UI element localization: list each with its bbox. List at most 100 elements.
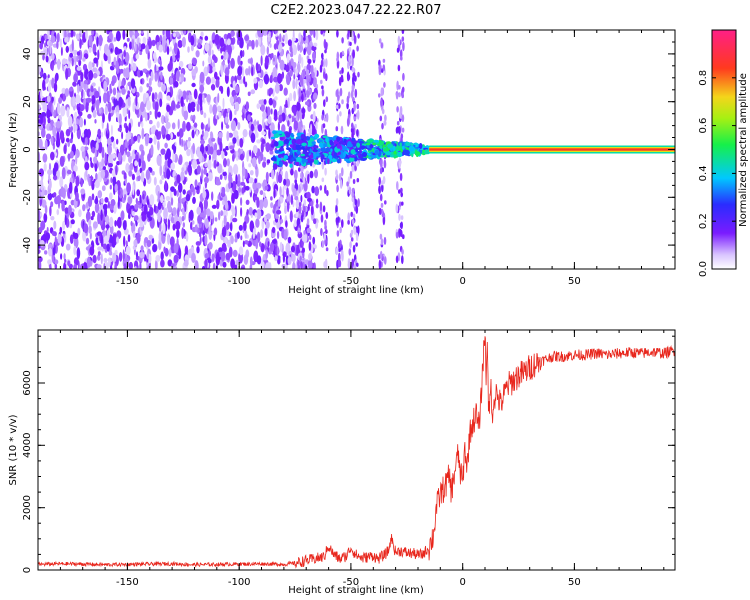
spectrogram-streak-blob [335,169,338,176]
spectrogram-noise-blob [66,169,72,175]
spectrogram-streak-blob [396,106,399,113]
spectrogram-noise-blob [154,92,158,100]
spectrogram-streak-blob [324,128,328,137]
spectrogram-noise-blob [88,219,92,226]
spectrogram-noise-blob [38,151,41,163]
spectrogram-noise-blob [257,30,263,38]
spectrogram-noise-blob [295,68,299,76]
spectrogram-noise-blob [273,188,276,199]
spectrogram-noise-blob [83,223,89,234]
spectrogram-noise-blob [111,168,117,177]
colorbar-tick-label: 0.4 [698,165,709,181]
spectrogram-noise-blob [253,77,258,84]
spectrogram-noise-blob [286,75,291,86]
spectrogram-noise-blob [178,94,181,100]
spectrogram-noise-blob [142,193,145,200]
spectrogram-noise-blob [109,192,113,200]
spectrogram-noise-blob [249,187,252,193]
spectrogram-noise-blob [226,86,230,98]
spectrogram-streak-blob [354,198,358,206]
spectrogram-noise-blob [184,200,187,212]
spectrogram-streak-blob [378,176,382,186]
spectrogram-noise-blob [298,53,302,65]
spectrogram-streak-blob [380,158,383,168]
spectrogram-noise-blob [306,75,309,87]
spectrogram-noise-blob [42,79,46,90]
spectrogram-streak-blob [321,85,324,90]
spectrogram-noise-blob [172,223,176,231]
colorbar-frame [711,29,737,270]
spectrogram-streak-blob [338,172,342,182]
spectrogram-noise-blob [146,30,149,40]
spectrogram-noise-blob [286,187,289,197]
spectrogram-noise-blob [119,68,124,74]
spectrogram-noise-blob [287,120,290,127]
spectrogram-noise-blob [244,35,250,41]
spectrogram-noise-blob [139,70,143,77]
spectrogram-streak-blob [335,126,339,132]
spectrogram-noise-blob [131,173,135,181]
spectrogram-noise-blob [268,185,271,192]
spectrogram-streak-blob [351,66,355,73]
spectrogram-noise-blob [146,100,152,111]
spectrogram-streak-blob [298,204,302,214]
spectrogram-noise-blob [245,101,249,112]
spectrogram-noise-blob [182,90,187,100]
spectrogram-streak-blob [400,187,403,193]
y-tick-label: 40 [22,48,33,61]
spectrogram-transition-blob [348,157,355,162]
spectrogram-noise-blob [116,236,119,244]
spectrogram-streak-blob [352,75,355,86]
spectrogram-streak-blob [357,33,360,39]
spectrogram-noise-blob [84,68,89,80]
spectrogram-noise-blob [213,159,217,169]
spectrogram-noise-blob [165,115,168,124]
spectrogram-transition-blob [309,154,314,159]
spectrogram-noise-blob [54,236,57,246]
spectrogram-noise-blob [104,152,107,164]
spectrogram-noise-blob [220,210,224,217]
spectrogram-noise-blob [110,199,116,207]
spectrogram-transition-blob [314,133,320,139]
spectrogram-noise-blob [287,256,292,265]
spectrogram-noise-blob [179,60,184,68]
spectrogram-streak-blob [336,230,340,237]
spectrogram-transition-blob [284,138,290,145]
spectrogram-transition-blob [387,143,394,149]
spectrogram-streak-blob [380,238,384,246]
spectrogram-streak-blob [325,96,329,103]
spectrogram-noise-blob [193,88,198,100]
spectrogram-transition-blob [273,163,278,170]
spectrogram-noise-blob [153,51,157,60]
spectrogram-streak-blob [325,112,329,123]
spectrogram-noise-blob [151,39,156,47]
spectrogram-noise-blob [208,242,213,250]
spectrogram-streak-blob [349,241,352,249]
spectrogram-noise-blob [85,30,88,40]
spectrogram-noise-blob [198,151,203,163]
spectrogram-noise-blob [152,244,158,253]
spectrogram-streak-blob [380,98,383,107]
spectrogram-streak-blob [324,167,327,176]
spectrogram-noise-blob [256,255,262,265]
spectrogram-noise-blob [257,124,263,132]
x-tick-label: -100 [228,276,251,287]
spectrogram-noise-blob [115,111,120,118]
spectrogram-noise-blob [292,79,296,90]
spectrogram-noise-blob [125,132,131,141]
spectrogram-transition-blob [318,142,325,148]
spectrogram-transition-blob [303,136,307,140]
spectrogram-noise-blob [160,71,163,81]
spectrogram-noise-blob [114,220,117,227]
spectrogram-transition-blob [405,141,411,147]
spectrogram-noise-blob [135,94,138,107]
spectrogram-noise-blob [260,243,265,253]
spectrogram-noise-blob [161,204,164,210]
spectrogram-noise-blob [162,222,166,235]
spectrogram-noise-blob [67,204,72,216]
spectrogram-noise-blob [167,233,170,245]
spectrogram-noise-blob [183,105,187,112]
spectrogram-noise-blob [47,243,53,249]
spectrogram-noise-blob [163,246,166,254]
spectrogram-noise-blob [251,157,257,168]
